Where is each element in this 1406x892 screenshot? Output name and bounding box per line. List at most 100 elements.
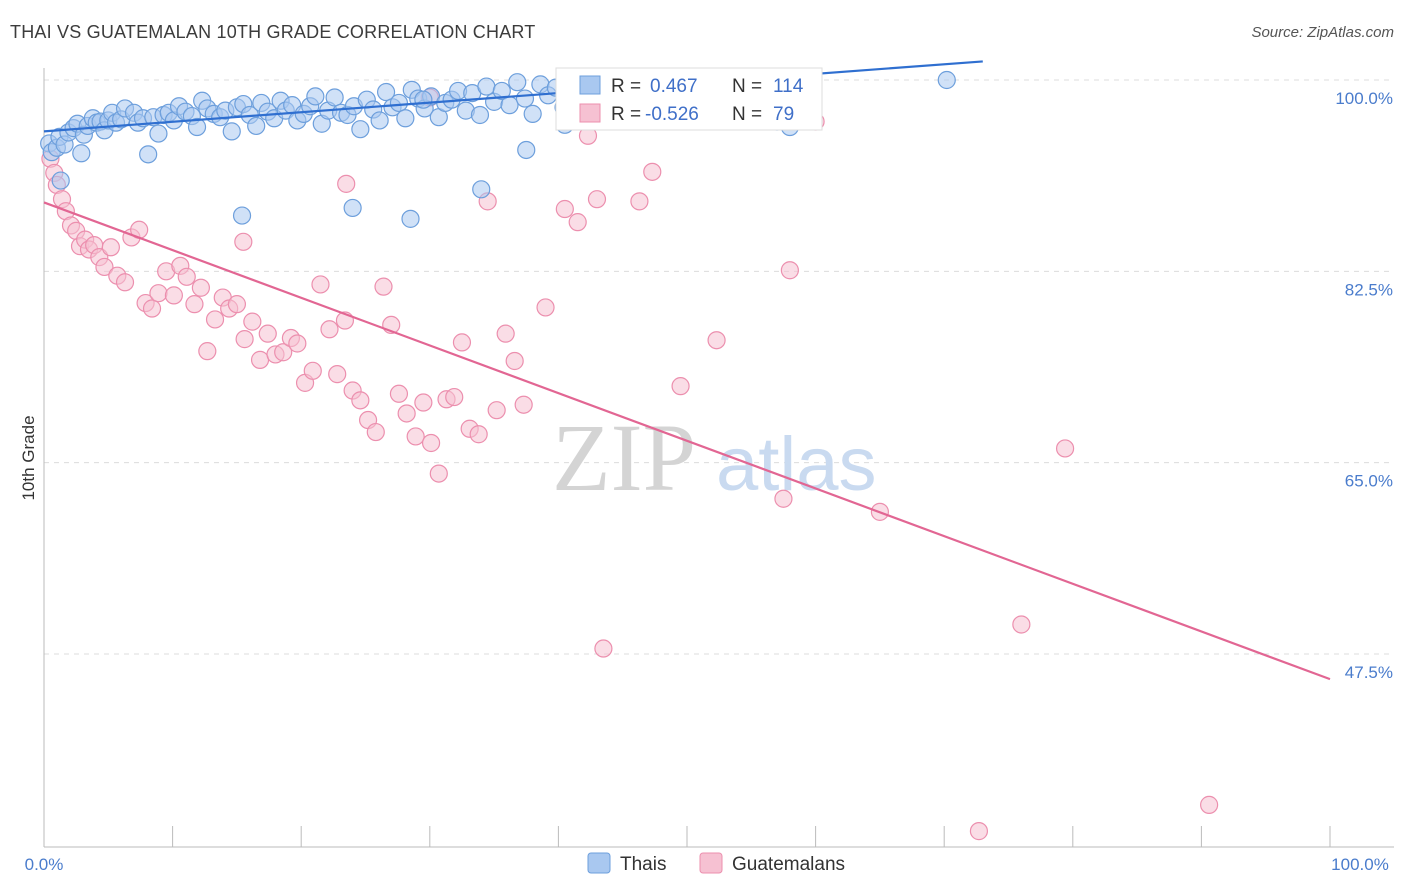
data-point: [142, 299, 162, 318]
data-point: [243, 312, 262, 331]
legend-r-value-guatemalans: -0.526: [645, 104, 699, 125]
data-point: [517, 140, 536, 160]
data-point: [515, 89, 535, 108]
data-point: [505, 351, 524, 371]
trend-lines: [43, 60, 1331, 681]
data-point: [429, 464, 448, 483]
data-point: [496, 324, 515, 343]
data-point: [523, 104, 542, 123]
bottom-legend-label-guatemalans: Guatemalans: [732, 854, 845, 875]
chart-title: THAI VS GUATEMALAN 10TH GRADE CORRELATIO…: [10, 22, 536, 42]
guatemalans-points: [41, 88, 1219, 841]
data-point: [774, 489, 793, 508]
data-point: [555, 199, 574, 219]
y-axis-title: 10th Grade: [19, 415, 38, 500]
data-point: [222, 122, 241, 141]
y-tick-label: 100.0%: [1335, 89, 1393, 108]
legend-r-label-thais: R =: [611, 76, 641, 97]
data-point: [288, 334, 307, 353]
data-point: [187, 117, 207, 137]
axes: [43, 68, 1394, 848]
data-point: [937, 70, 956, 90]
data-point: [397, 404, 416, 423]
data-point: [95, 257, 114, 277]
data-point: [707, 331, 726, 350]
watermark-atlas: atlas: [716, 422, 877, 507]
series-legend: Thais Guatemalans: [587, 852, 845, 875]
data-point: [969, 822, 989, 841]
data-point: [389, 93, 409, 113]
data-point: [568, 213, 587, 232]
legend-swatch-guatemalans: [579, 103, 601, 123]
data-point: [643, 162, 662, 181]
legend-n-label-guatemalans: N =: [732, 104, 762, 125]
data-point: [421, 433, 441, 453]
data-point: [470, 105, 490, 125]
bottom-legend-swatch-thais: [587, 852, 611, 874]
legend-n-value-guatemalans: 79: [773, 104, 794, 125]
source-label: Source: ZipAtlas.com: [1251, 24, 1394, 41]
data-point: [370, 111, 389, 130]
data-point: [389, 384, 409, 403]
data-point: [328, 365, 347, 384]
data-point: [500, 96, 519, 115]
data-point: [177, 267, 196, 286]
x-tick-label-max: 100.0%: [1331, 855, 1389, 874]
data-point: [101, 238, 120, 257]
bottom-legend-swatch-guatemalans: [699, 852, 723, 874]
data-point: [185, 295, 204, 314]
data-point: [235, 330, 254, 349]
data-point: [343, 198, 362, 218]
data-point: [115, 273, 135, 292]
data-point: [198, 342, 217, 361]
data-point: [376, 82, 396, 102]
stats-legend: R = 0.467 N = 114 R = -0.526 N = 79: [555, 67, 823, 131]
trend-line-thais: [43, 60, 983, 133]
data-point: [164, 286, 183, 305]
data-point: [351, 120, 370, 139]
data-point: [227, 295, 246, 314]
data-point: [508, 73, 527, 92]
data-point: [780, 261, 799, 280]
grid-lines: [44, 79, 1394, 655]
data-point: [406, 427, 425, 446]
legend-swatch-thais: [579, 75, 601, 95]
legend-n-label-thais: N =: [732, 76, 762, 97]
data-point: [396, 109, 415, 128]
data-point: [139, 145, 158, 164]
bottom-legend-label-thais: Thais: [620, 854, 666, 875]
x-axis-ticks: [43, 826, 1331, 847]
data-point: [401, 209, 420, 228]
data-point: [311, 275, 330, 294]
data-point: [191, 278, 210, 297]
data-point: [536, 298, 555, 317]
data-point: [1055, 439, 1075, 458]
data-point: [469, 425, 488, 444]
y-tick-label: 65.0%: [1345, 472, 1393, 491]
x-tick-label-min: 0.0%: [25, 855, 64, 874]
legend-n-value-thais: 114: [773, 76, 804, 97]
data-point: [414, 90, 433, 109]
y-tick-label: 82.5%: [1345, 280, 1393, 299]
data-point: [351, 391, 370, 410]
data-point: [149, 124, 168, 143]
data-point: [594, 639, 613, 658]
data-point: [72, 144, 91, 163]
data-point: [205, 310, 225, 329]
data-point: [414, 393, 433, 412]
legend-r-value-thais: 0.467: [650, 76, 698, 97]
data-point: [452, 333, 472, 352]
data-point: [303, 361, 322, 380]
data-point: [492, 81, 511, 101]
data-point: [320, 320, 339, 339]
watermark-zip: ZIP: [552, 404, 696, 511]
data-point: [51, 171, 70, 190]
data-point: [149, 284, 168, 303]
data-point: [472, 180, 491, 199]
y-tick-label: 47.5%: [1345, 663, 1393, 682]
data-point: [514, 395, 533, 414]
y-axis-labels: 100.0% 82.5% 65.0% 47.5%: [1335, 89, 1393, 682]
data-point: [477, 77, 496, 96]
data-point: [325, 88, 344, 107]
